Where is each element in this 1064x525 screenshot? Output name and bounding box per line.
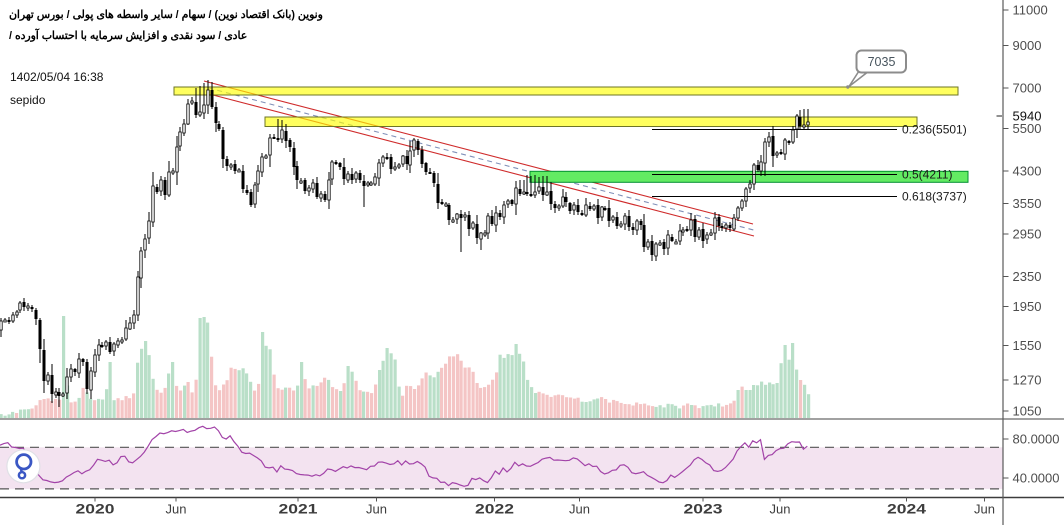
svg-text:80.0000: 80.0000: [1013, 432, 1060, 447]
svg-text:2023: 2023: [684, 502, 724, 517]
svg-text:2024: 2024: [887, 502, 927, 517]
svg-text:40.0000: 40.0000: [1013, 471, 1060, 486]
svg-text:1050: 1050: [1013, 404, 1042, 419]
svg-text:0.618(3737): 0.618(3737): [902, 190, 967, 204]
svg-text:Jun: Jun: [569, 502, 590, 517]
svg-text:Jun: Jun: [366, 502, 387, 517]
svg-text:2022: 2022: [475, 502, 514, 517]
svg-text:1950: 1950: [1013, 299, 1042, 314]
svg-text:2020: 2020: [76, 502, 115, 517]
svg-text:7035: 7035: [868, 55, 896, 69]
svg-text:1270: 1270: [1013, 373, 1042, 388]
svg-text:4300: 4300: [1013, 164, 1042, 179]
svg-text:0.5(4211): 0.5(4211): [902, 168, 952, 182]
svg-text:2950: 2950: [1013, 227, 1042, 242]
svg-text:0.236(5501): 0.236(5501): [902, 123, 967, 137]
svg-text:Jun: Jun: [770, 502, 791, 517]
svg-text:5500: 5500: [1013, 121, 1042, 136]
svg-text:3550: 3550: [1013, 196, 1042, 211]
svg-text:2350: 2350: [1013, 269, 1042, 284]
svg-text:Jun: Jun: [166, 502, 187, 517]
svg-text:2021: 2021: [279, 502, 319, 517]
svg-text:Jun: Jun: [974, 502, 995, 517]
svg-text:9000: 9000: [1013, 38, 1042, 53]
svg-text:5940: 5940: [1013, 109, 1042, 124]
svg-text:1550: 1550: [1013, 338, 1042, 353]
svg-text:7000: 7000: [1013, 81, 1042, 96]
svg-text:11000: 11000: [1013, 3, 1048, 18]
